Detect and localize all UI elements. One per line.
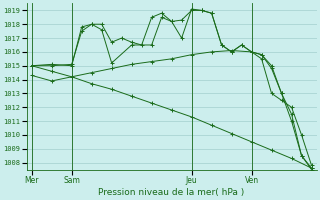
X-axis label: Pression niveau de la mer( hPa ): Pression niveau de la mer( hPa ): [99, 188, 245, 197]
